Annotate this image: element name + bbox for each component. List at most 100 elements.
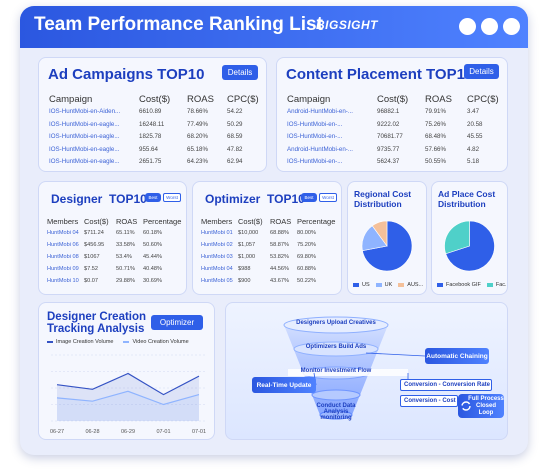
row-name: HuntMobi 01 (201, 230, 233, 236)
table-cell: 65.11% (116, 230, 135, 236)
table-cell: $7.52 (84, 266, 98, 272)
table-cell: 75.20% (297, 242, 316, 248)
chart-title: Ad Place Cost Distribution (438, 189, 496, 209)
table-cell: 6610.89 (139, 108, 162, 116)
table-cell: 62.94 (227, 158, 243, 166)
optimizer-button[interactable]: Optimizer (151, 315, 203, 330)
panel-title: Optimizer TOP10 (205, 192, 305, 206)
table-cell: 4.82 (467, 145, 480, 153)
panel-title: Ad Campaigns TOP10 (48, 66, 205, 83)
legend-label: Fac... (495, 282, 507, 288)
flow-step: Monitor Investment Flow (300, 368, 372, 374)
table-cell: 45.55 (467, 133, 483, 141)
table-cell: 58.87% (270, 242, 289, 248)
table-cell: 50.29 (227, 120, 243, 128)
legend-swatch (398, 283, 405, 287)
flow-step: Designers Upload Creatives (296, 320, 376, 326)
row-name: HuntMobi 05 (201, 278, 233, 284)
table-cell: $1,057 (238, 242, 256, 248)
table-cell: 9222.02 (377, 120, 400, 128)
real-time-update-tag: Real-Time Update (252, 377, 316, 393)
legend-swatch (375, 283, 382, 287)
details-button[interactable]: Details (222, 65, 258, 80)
regional-pie-panel: Regional Cost Distribution US UK AUS... (347, 181, 427, 295)
table-cell: $10,000 (238, 230, 259, 236)
table-cell: 64.23% (187, 158, 208, 166)
table-cell: 33.58% (116, 242, 135, 248)
designer-table: Members Cost($) ROAS Percentage HuntMobi 04 $… (47, 215, 185, 287)
ad-campaigns-panel: Ad Campaigns TOP10 Details Campaign Cost(… (38, 57, 267, 172)
table-cell: $900 (238, 278, 251, 284)
legend-label: US (362, 282, 370, 288)
table-cell: 53.82% (270, 254, 289, 260)
table-cell: 45.44% (143, 254, 162, 260)
pie-slice (444, 220, 470, 255)
row-name: HuntMobi 03 (201, 254, 233, 260)
table-cell: 68.88% (270, 230, 289, 236)
table-cell: $711.24 (84, 230, 104, 236)
legend-label: Image Creation Volume (56, 339, 114, 345)
line (56, 372, 200, 396)
table-cell: 955.64 (139, 145, 158, 153)
closed-loop-button[interactable]: Full Process Closed Loop (458, 394, 504, 418)
legend-item: Facebook GIF (437, 282, 481, 288)
flow-bar (288, 369, 408, 376)
worst-button[interactable]: Worst (319, 193, 337, 202)
row-name: HuntMobi 06 (47, 242, 79, 248)
window-dot[interactable] (481, 18, 498, 35)
row-name: IOS-HuntMobi-en-eagle... (49, 158, 120, 166)
best-button[interactable]: Best (301, 193, 317, 202)
legend: Facebook GIF Fac... (437, 282, 507, 288)
table-cell: $1,000 (238, 254, 256, 260)
row-name: HuntMobi 04 (47, 230, 79, 236)
table-cell: 43.67% (270, 278, 289, 284)
column-header: ROAS (187, 93, 214, 105)
table-cell: 79.91% (425, 108, 446, 116)
legend-item: AUS... (398, 282, 423, 288)
column-header: Members (47, 216, 79, 226)
column-header: ROAS (425, 93, 452, 105)
table-cell: 1825.78 (139, 133, 162, 141)
connector (365, 352, 426, 357)
panel-title: Content Placement TOP10 (286, 66, 474, 83)
column-header: Cost($) (238, 216, 263, 226)
loop-icon-ring (461, 401, 471, 411)
table-cell: 50.55% (425, 158, 446, 166)
legend-swatch (486, 283, 493, 287)
funnel-ring (293, 341, 379, 357)
table-cell: 53.4% (116, 254, 132, 260)
table-cell: 2651.75 (139, 158, 162, 166)
flow-panel: Designers Upload Creatives Optimizers Bu… (225, 302, 508, 440)
ad-campaigns-table: Campaign Cost($) ROAS CPC($) IOS-HuntMobi-en… (49, 93, 264, 168)
table-cell: 29.88% (116, 278, 135, 284)
worst-button[interactable]: Worst (163, 193, 181, 202)
funnel-ring (283, 316, 389, 334)
window-dot[interactable] (459, 18, 476, 35)
conversion-box: Conversion - Cost p... (400, 395, 458, 407)
header-bar: Team Performance Ranking List BIGSIGHT (20, 6, 528, 48)
table-cell: $1067 (84, 254, 100, 260)
row-name: IOS-HuntMobi-en-eagle... (49, 120, 120, 128)
row-name: IOS-HuntMobi-en-... (287, 120, 343, 128)
designer-panel: Designer TOP10 Best Worst Members Cost($)… (38, 181, 187, 295)
legend-item: US (353, 282, 370, 288)
tracking-panel: Designer Creation Tracking Analysis Opti… (38, 302, 215, 440)
legend-item: UK (375, 282, 392, 288)
flow-step: Optimizers Build Ads (305, 344, 367, 350)
details-button[interactable]: Details (464, 64, 499, 79)
row-name: IOS-HuntMobi-en-... (287, 158, 343, 166)
row-name: Android-HuntMobi-en-... (287, 145, 354, 153)
pie-chart (361, 220, 413, 272)
ad-place-pie-panel: Ad Place Cost Distribution Facebook GIF F… (431, 181, 508, 295)
column-header: Cost($) (84, 216, 109, 226)
legend-label: Video Creation Volume (132, 339, 189, 345)
row-name: HuntMobi 09 (47, 266, 79, 272)
legend-swatch (47, 341, 53, 343)
best-button[interactable]: Best (145, 193, 161, 202)
window-dot[interactable] (503, 18, 520, 35)
logo: BIGSIGHT (316, 18, 379, 32)
column-header: Campaign (287, 93, 331, 105)
table-cell: 44.56% (270, 266, 289, 272)
table-cell: 60.88% (297, 266, 316, 272)
content-placement-table: Campaign Cost($) ROAS CPC($) Android-HuntMob… (287, 93, 503, 168)
